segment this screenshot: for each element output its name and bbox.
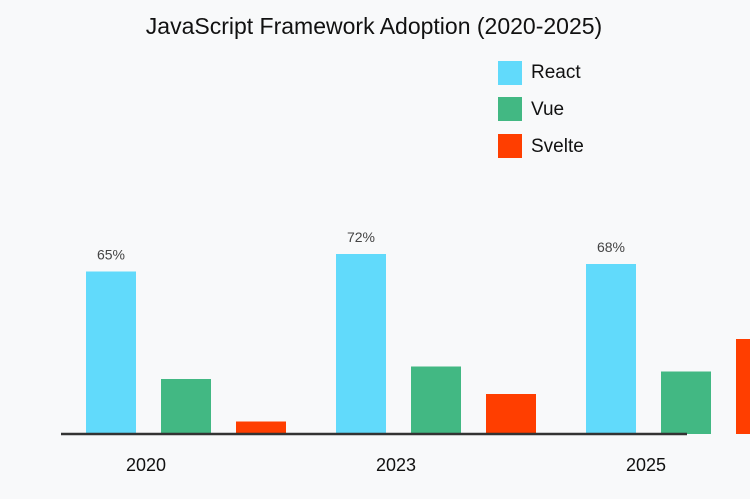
data-label-react-2023: 72% <box>347 229 375 245</box>
bars-layer <box>86 254 750 434</box>
legend-label-vue: Vue <box>531 99 564 120</box>
bar-svelte-2020 <box>236 421 286 434</box>
data-label-react-2020: 65% <box>97 247 125 263</box>
data-label-react-2025: 68% <box>597 239 625 255</box>
bar-react-2025 <box>586 264 636 434</box>
legend-label-react: React <box>531 62 581 83</box>
data-labels-layer: 65% 72% 68% <box>97 229 625 263</box>
bar-react-2020 <box>86 271 136 434</box>
bar-vue-2023 <box>411 366 461 434</box>
x-tick-2020: 2020 <box>126 455 166 475</box>
x-axis-ticks-layer: 2020 2023 2025 <box>126 455 666 475</box>
bar-react-2023 <box>336 254 386 434</box>
bar-vue-2025 <box>661 371 711 434</box>
legend-label-svelte: Svelte <box>531 136 584 157</box>
bar-svelte-2023 <box>486 394 536 434</box>
legend-swatch-react <box>498 61 522 85</box>
chart-title: JavaScript Framework Adoption (2020-2025… <box>146 13 602 39</box>
x-tick-2023: 2023 <box>376 455 416 475</box>
bar-svelte-2025 <box>736 339 750 434</box>
legend-swatch-vue <box>498 97 522 121</box>
legend-swatch-svelte <box>498 134 522 158</box>
legend: React Vue Svelte <box>498 61 584 158</box>
bar-vue-2020 <box>161 379 211 434</box>
x-tick-2025: 2025 <box>626 455 666 475</box>
